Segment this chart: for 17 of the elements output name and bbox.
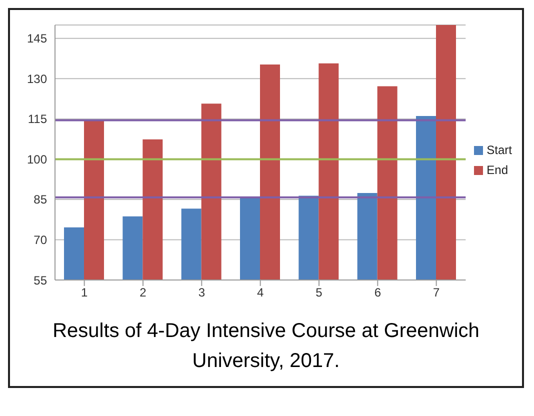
- x-tick-label: 7: [432, 286, 440, 300]
- y-tick-label: 100: [26, 152, 48, 166]
- x-tick-label: 1: [80, 286, 88, 300]
- y-tick-label: 85: [34, 192, 48, 207]
- y-tick-label: 55: [34, 273, 48, 288]
- y-tick-label: 130: [26, 72, 48, 86]
- y-tick-label: 145: [26, 32, 48, 46]
- text: Results of 4-Day Intensive Course at Greenwich University, 2017.: [52, 319, 480, 374]
- y-tick-label: 70: [34, 232, 48, 247]
- x-tick-label: 4: [256, 286, 264, 300]
- x-tick-label: 5: [316, 286, 323, 300]
- x-tick-label: 2: [140, 286, 147, 300]
- legend-label: End: [486, 163, 508, 177]
- legend-label: Start: [486, 143, 512, 157]
- y-tick-label: 115: [28, 112, 48, 126]
- x-tick-label: 3: [198, 286, 206, 300]
- x-tick-label: 6: [374, 286, 382, 300]
